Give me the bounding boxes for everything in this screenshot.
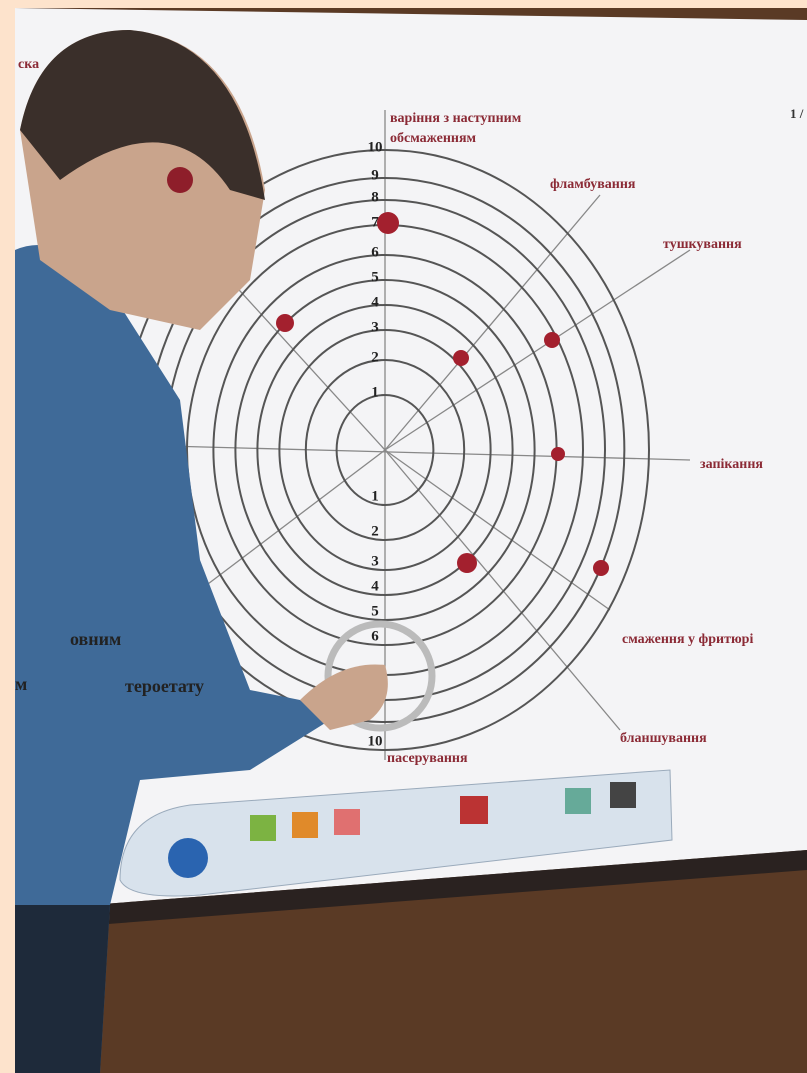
axis-label: фламбування bbox=[550, 177, 636, 192]
scale-number: 5 bbox=[371, 269, 379, 285]
toolbar-icon bbox=[250, 815, 276, 841]
axis-label: пасерування bbox=[387, 751, 468, 766]
toolbar-icon bbox=[292, 812, 318, 838]
marker-dot bbox=[457, 553, 477, 573]
scale-number: 1 bbox=[371, 384, 379, 400]
page: варіння з наступним обсмаженням фламбува… bbox=[0, 0, 807, 1073]
projected-text: овним bbox=[70, 629, 121, 649]
scale-number: 4 bbox=[371, 578, 379, 594]
projected-text: м bbox=[15, 674, 27, 694]
scale-number: 4 bbox=[371, 294, 379, 310]
projected-text: тероетату bbox=[125, 676, 204, 696]
corner-fragment: ска bbox=[18, 57, 39, 72]
axis-label: обсмаженням bbox=[390, 131, 477, 146]
scale-number: 9 bbox=[371, 167, 379, 183]
axis-label: тушкування bbox=[663, 237, 742, 252]
scale-number: 1 bbox=[371, 488, 379, 504]
scale-number: 7 bbox=[371, 214, 379, 230]
scale-number: 10 bbox=[368, 733, 383, 749]
toolbar-icon bbox=[334, 809, 360, 835]
toolbar-button bbox=[168, 838, 208, 878]
marker-dot bbox=[544, 332, 560, 348]
scale-number: 8 bbox=[371, 189, 379, 205]
axis-label: варіння з наступним bbox=[390, 111, 522, 126]
marker-dot bbox=[276, 314, 294, 332]
photo: варіння з наступним обсмаженням фламбува… bbox=[0, 0, 807, 1073]
scale-number: 5 bbox=[371, 603, 379, 619]
axis-label: запікання bbox=[700, 457, 763, 472]
toolbar-icon bbox=[460, 796, 488, 824]
scale-number: 6 bbox=[371, 628, 379, 644]
toolbar-icon bbox=[565, 788, 591, 814]
axis-label: смаження у фритюрі bbox=[622, 632, 753, 647]
marker-dot bbox=[551, 447, 565, 461]
marker-dot bbox=[377, 212, 399, 234]
scale-number: 6 bbox=[371, 244, 379, 260]
scale-number: 2 bbox=[371, 523, 379, 539]
toolbar-icon bbox=[610, 782, 636, 808]
axis-label: бланшування bbox=[620, 731, 707, 746]
projected-dot bbox=[167, 167, 193, 193]
scale-number: 3 bbox=[371, 553, 379, 569]
page-indicator: 1 / bbox=[790, 106, 804, 121]
scale-number: 3 bbox=[371, 319, 379, 335]
marker-dot bbox=[453, 350, 469, 366]
trousers bbox=[15, 905, 110, 1073]
marker-dot bbox=[593, 560, 609, 576]
scale-number: 10 bbox=[368, 139, 383, 155]
scale-number: 2 bbox=[371, 349, 379, 365]
